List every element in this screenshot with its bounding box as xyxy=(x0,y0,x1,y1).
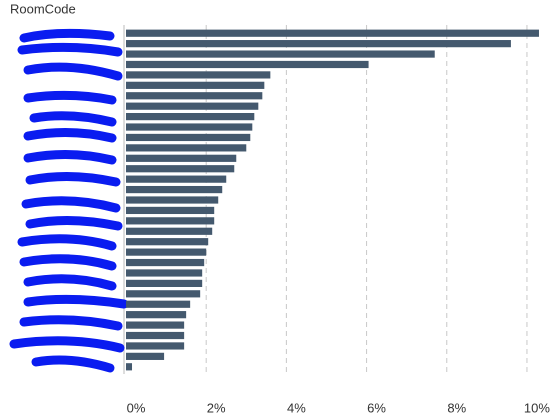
x-tick-label: 0% xyxy=(127,400,146,415)
x-tick-label: 2% xyxy=(207,400,226,415)
bar xyxy=(126,363,133,371)
bar xyxy=(126,92,263,100)
x-tick-label: 4% xyxy=(287,400,306,415)
y-axis-label: RoomCode xyxy=(10,1,76,16)
bar xyxy=(126,40,511,48)
bar xyxy=(126,113,255,121)
bar xyxy=(126,300,191,308)
bar xyxy=(126,238,209,246)
bar xyxy=(126,321,185,329)
bar xyxy=(126,154,237,162)
bar xyxy=(126,102,259,110)
bar xyxy=(126,279,203,287)
bar xyxy=(126,133,251,142)
bar xyxy=(126,311,187,319)
bar xyxy=(126,227,213,235)
bar xyxy=(126,50,435,58)
bar xyxy=(126,258,205,267)
bar xyxy=(126,185,223,194)
bar xyxy=(126,342,185,350)
bar xyxy=(126,217,215,225)
bar xyxy=(126,71,271,79)
bar xyxy=(126,175,227,183)
bar xyxy=(126,352,165,360)
x-tick-label: 6% xyxy=(367,400,386,415)
bar xyxy=(126,196,219,204)
redaction xyxy=(9,28,129,373)
bar xyxy=(126,29,539,37)
bar xyxy=(126,81,265,89)
bar xyxy=(126,269,203,277)
bar xyxy=(126,123,253,131)
bar xyxy=(126,165,235,173)
bar xyxy=(126,290,201,298)
bar xyxy=(126,206,215,215)
bar xyxy=(126,60,369,69)
bar xyxy=(126,331,185,340)
x-tick-label: 10% xyxy=(524,400,550,415)
x-tick-label: 8% xyxy=(447,400,466,415)
bar xyxy=(126,248,207,256)
bar xyxy=(126,144,247,152)
